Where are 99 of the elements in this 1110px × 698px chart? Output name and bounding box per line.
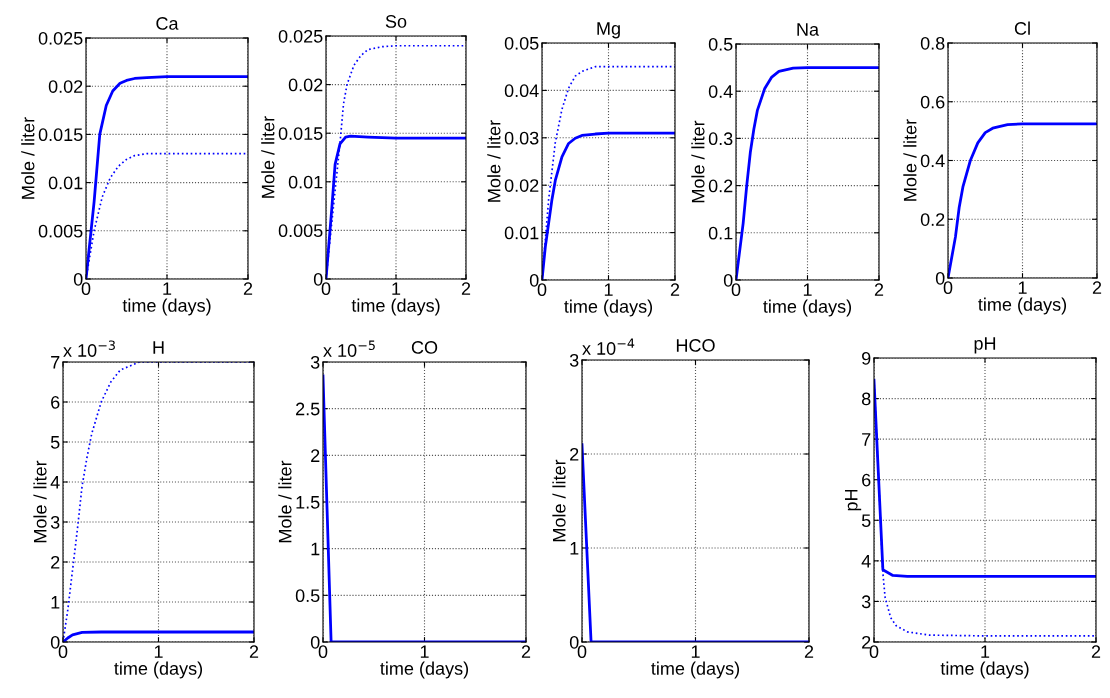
y-axis-title: Mole / liter [691, 120, 705, 203]
x-axis-title: time (days) [978, 297, 1067, 315]
y-tick-label: 0.025 [38, 31, 83, 45]
y-tick-label: 0.6 [920, 95, 945, 109]
x-tick-label: 2 [249, 645, 259, 658]
y-tick-label: 0.04 [504, 84, 539, 98]
y-tick-label: 0.03 [504, 131, 539, 145]
y-tick-label: 0.4 [708, 85, 733, 98]
y-tick-label: 4 [861, 554, 871, 568]
y-tick-label: 3 [861, 595, 871, 609]
x-axis-title: time (days) [380, 661, 469, 679]
y-tick-label: 6 [51, 395, 60, 409]
x-tick-label: 2 [243, 282, 253, 295]
x-tick-label: 2 [1091, 645, 1101, 658]
y-tick-label: 8 [861, 392, 871, 406]
chart-title: CO [411, 341, 438, 354]
text: x 10$^{−5}$ [323, 340, 375, 357]
x-tick-label: 1 [981, 645, 990, 658]
y-tick-label: 0 [310, 635, 320, 649]
chart-title: Ca [156, 17, 179, 30]
y-tick-label: 0.05 [504, 36, 539, 50]
y-tick-label: 7 [51, 356, 60, 369]
x-tick-label: 2 [1092, 281, 1102, 294]
x-axis-title: time (days) [763, 299, 852, 317]
y-axis-title: pH [845, 489, 862, 511]
x-tick-label: 1 [392, 282, 401, 295]
x-tick-label: 1 [1018, 281, 1027, 294]
chart-title: So [385, 15, 407, 28]
chart-title: H [153, 341, 164, 354]
x-tick-label: 1 [154, 645, 163, 658]
y-tick-label: 1 [51, 596, 60, 609]
y-tick-label: 2 [51, 555, 60, 569]
chart-title: Mg [597, 22, 620, 39]
y-tick-label: 3 [569, 353, 579, 367]
y-tick-label: 0.4 [920, 154, 945, 168]
x-tick-label: 2 [461, 282, 471, 295]
y-tick-label: 9 [862, 351, 871, 365]
y-axis-title: Mole / liter [21, 117, 35, 199]
chart-title: Na [797, 23, 820, 36]
y-tick-label: 0.8 [920, 36, 945, 50]
y-tick-label: 7 [862, 433, 871, 446]
y-tick-label: 0.02 [504, 179, 539, 192]
y-tick-label: 1 [570, 542, 579, 555]
x-axis-title: time (days) [351, 298, 440, 316]
y-tick-label: 0.5 [708, 37, 733, 51]
y-tick-label: 0.025 [278, 29, 323, 43]
text: x 10$^{−4}$ [582, 338, 635, 355]
y-tick-label: 1 [311, 542, 320, 556]
x-axis-title: time (days) [564, 299, 653, 317]
chart-title: Cl [1014, 21, 1030, 35]
y-tick-label: 3 [310, 355, 320, 369]
y-tick-label: 0.01 [504, 226, 539, 240]
y-tick-label: 0 [50, 635, 60, 649]
y-tick-label: 0 [569, 635, 579, 649]
y-axis-title: Mole / liter [261, 116, 275, 198]
y-tick-label: 2 [570, 447, 579, 461]
y-axis-title: Mole / liter [487, 120, 501, 202]
y-tick-label: 0.5 [295, 589, 320, 603]
y-tick-label: 3 [50, 515, 60, 529]
y-tick-label: 0 [935, 271, 945, 285]
y-axis-title: Mole / liter [33, 460, 47, 543]
y-tick-label: 0.005 [38, 224, 83, 238]
x-tick-label: 1 [163, 282, 172, 295]
y-tick-label: 0.01 [288, 175, 323, 189]
x-tick-label: 2 [804, 645, 814, 658]
x-tick-label: 1 [803, 283, 812, 296]
y-tick-label: 1.5 [296, 496, 320, 509]
y-axis-title: Mole / liter [552, 459, 566, 542]
x-tick-label: 1 [691, 645, 700, 658]
y-tick-label: 4 [50, 476, 60, 489]
y-tick-label: 0.02 [288, 78, 323, 92]
x-tick-label: 2 [874, 283, 884, 296]
x-tick-label: 1 [604, 283, 613, 296]
x-tick-label: 1 [420, 645, 429, 658]
y-tick-label: 0.015 [38, 128, 83, 142]
y-tick-label: 5 [50, 436, 60, 449]
y-tick-label: 0.2 [708, 179, 733, 193]
y-tick-label: 2 [311, 449, 320, 462]
x-axis-title: time (days) [122, 298, 211, 316]
chart-title: pH [974, 337, 996, 354]
y-tick-label: 2 [862, 635, 871, 649]
x-axis-title: time (days) [114, 661, 203, 679]
y-tick-label: 6 [862, 473, 871, 487]
text: x 10$^{−3}$ [63, 340, 115, 357]
y-tick-label: 0.2 [920, 213, 945, 226]
y-axis-title: Mole / liter [278, 460, 292, 543]
x-tick-label: 2 [670, 283, 680, 296]
y-tick-label: 0.3 [708, 132, 733, 146]
y-tick-label: 0.01 [48, 176, 83, 190]
y-tick-label: 0.015 [278, 127, 323, 140]
y-tick-label: 0.1 [708, 226, 733, 240]
y-axis-title: Mole / liter [903, 119, 917, 201]
y-tick-label: 5 [861, 514, 871, 528]
x-axis-title: time (days) [940, 661, 1029, 679]
chart-title: HCO [676, 339, 715, 352]
y-tick-label: 2.5 [296, 402, 320, 416]
y-tick-label: 0.02 [48, 80, 83, 93]
y-tick-label: 0.005 [278, 224, 323, 238]
x-axis-title: time (days) [651, 661, 740, 679]
